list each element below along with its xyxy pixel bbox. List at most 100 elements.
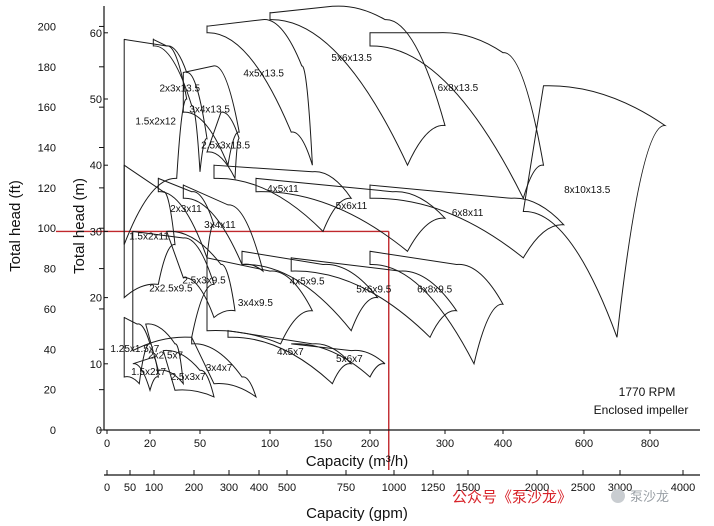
- zone-label-3x4x11: 3x4x11: [204, 220, 236, 231]
- x-m3h-tick-label: 100: [261, 438, 279, 450]
- x-gpm-tick-label: 500: [278, 482, 296, 494]
- zone-label-4x5x13-5: 4x5x13.5: [243, 69, 284, 80]
- zone-4x5x9-5: [241, 250, 379, 332]
- zone-8x10x13-5: [522, 85, 667, 338]
- zone-label-2x2-5x7: 2x2.5x7: [148, 351, 183, 362]
- zone-label-4x5x7: 4x5x7: [277, 347, 304, 358]
- zone-label-5x6x13-5: 5x6x13.5: [331, 53, 372, 64]
- zone-2-5x3x7: [162, 349, 215, 398]
- zone-1-5x2x11: [123, 164, 176, 299]
- zone-4x5x13-5: [206, 19, 313, 166]
- x-gpm-tick-label: 300: [220, 482, 238, 494]
- zone-2x3x11: [157, 177, 215, 259]
- zone-label-6x8x11: 6x8x11: [452, 208, 484, 219]
- zone-6x8x13-5: [369, 32, 545, 200]
- zone-2-5x3x9-5: [166, 230, 236, 319]
- y-ft-tick-label: 0: [50, 425, 56, 437]
- x-m3h-tick-label: 800: [641, 438, 659, 450]
- zone-label-2x3x13-5: 2x3x13.5: [160, 84, 201, 95]
- rpm-annotation: 1770 RPM: [619, 385, 676, 399]
- x-gpm-tick-label: 1250: [421, 482, 445, 494]
- x-m3h-tick-label: 0: [104, 438, 110, 450]
- zone-label-2x2-5x9-5: 2x2.5x9.5: [149, 283, 193, 294]
- x-gpm-tick-label: 2000: [525, 482, 549, 494]
- x-gpm-tick-label: 100: [145, 482, 163, 494]
- zone-3x4x9-5: [206, 257, 314, 345]
- y-left-axis-title: Total head (ft): [7, 180, 24, 272]
- zone-4x5x7: [227, 329, 353, 385]
- x-m3h-tick-label: 150: [314, 438, 332, 450]
- y-m-tick-label: 0: [96, 425, 102, 437]
- zone-6x8x9-5: [369, 250, 504, 366]
- zone-3x4x13-5: [182, 65, 240, 168]
- impeller-annotation: Enclosed impeller: [594, 403, 689, 417]
- watermark-brand: 泵沙龙: [512, 488, 557, 506]
- x-m3h-tick-label: 50: [194, 438, 206, 450]
- y-ft-tick-label: 100: [38, 223, 56, 235]
- zone-5x6x11: [255, 177, 447, 253]
- zone-label-6x8x9-5: 6x8x9.5: [417, 285, 452, 296]
- zone-label-4x5x11: 4x5x11: [267, 184, 299, 195]
- x-gpm-tick-label: 0: [104, 482, 110, 494]
- x-gpm-tick-label: 200: [185, 482, 203, 494]
- y-m-tick-label: 60: [90, 28, 102, 40]
- y-m-tick-label: 50: [90, 94, 102, 106]
- zone-label-3x4x7: 3x4x7: [206, 363, 233, 374]
- x-gpm-tick-label: 4000: [671, 482, 695, 494]
- y-ft-tick-label: 180: [38, 62, 56, 74]
- zone-6x8x11: [369, 184, 566, 259]
- zone-label-1-5x2x12: 1.5x2x12: [135, 117, 176, 128]
- zone-label-2x3x11: 2x3x11: [170, 204, 202, 215]
- zone-2x3x13-5: [152, 38, 208, 172]
- y-m-tick-label: 20: [90, 293, 102, 305]
- zone-1-25x1-5x7: [123, 316, 151, 385]
- zone-label-2-5x3x13-5: 2.5x3x13.5: [201, 140, 250, 151]
- x-axis-title-gpm: Capacity (gpm): [306, 505, 408, 522]
- x-m3h-tick-label: 300: [436, 438, 454, 450]
- x-gpm-tick-label: 400: [250, 482, 268, 494]
- x-gpm-tick-label: 2500: [571, 482, 595, 494]
- svg-text:公众号《泵沙龙》: 公众号《泵沙龙》: [452, 488, 572, 506]
- zone-label-5x6x7: 5x6x7: [336, 354, 363, 365]
- x-gpm-tick-label: 1000: [382, 482, 406, 494]
- zone-label-4x5x9-5: 4x5x9.5: [290, 277, 325, 288]
- y-ft-tick-label: 140: [38, 143, 56, 155]
- zone-label-2-5x3x7: 2.5x3x7: [171, 372, 206, 383]
- zone-5x6x7: [291, 343, 386, 378]
- x-m3h-tick-label: 20: [144, 438, 156, 450]
- y-ft-tick-label: 60: [44, 304, 56, 316]
- y-ft-tick-label: 20: [44, 385, 56, 397]
- y-ft-tick-label: 40: [44, 344, 56, 356]
- y-ft-tick-label: 160: [38, 102, 56, 114]
- zone-5x6x13-5: [269, 5, 446, 167]
- y-ft-tick-label: 80: [44, 264, 56, 276]
- zone-label-3x4x9-5: 3x4x9.5: [238, 298, 273, 309]
- y-m-tick-label: 10: [90, 359, 102, 371]
- wechat-icon: [611, 489, 625, 503]
- zone-2x2-5x7: [145, 323, 184, 386]
- y-m-tick-label: 30: [90, 226, 102, 238]
- zone-label-6x8x13-5: 6x8x13.5: [438, 83, 479, 94]
- zone-label-2-5x3x9-5: 2.5x3x9.5: [182, 275, 226, 286]
- x-gpm-tick-label: 1500: [456, 482, 480, 494]
- watermark-suffix: 》: [557, 488, 572, 506]
- zone-label-1-25x1-5x7: 1.25x1.5x7: [110, 344, 159, 355]
- y-right-axis-title: Total head (m): [71, 178, 88, 274]
- x-gpm-tick-label: 50: [124, 482, 136, 494]
- x-m3h-tick-label: 400: [494, 438, 512, 450]
- zone-2-5x3x13-5: [206, 111, 241, 181]
- zone-label-5x6x9-5: 5x6x9.5: [356, 285, 391, 296]
- zone-label-1-5x2x7: 1.5x2x7: [131, 367, 166, 378]
- y-ft-tick-label: 200: [38, 21, 56, 33]
- zone-label-3x4x13-5: 3x4x13.5: [189, 105, 230, 116]
- x-m3h-tick-label: 600: [575, 438, 593, 450]
- x-m3h-tick-label: 200: [361, 438, 379, 450]
- x-axis-title-m3h: Capacity (m³/h): [306, 453, 409, 470]
- zone-label-1-5x2x11: 1.5x2x11: [129, 232, 169, 243]
- zone-4x5x11: [213, 164, 353, 233]
- zone-label-8x10x13-5: 8x10x13.5: [564, 185, 611, 196]
- zone-5x6x9-5: [290, 257, 458, 339]
- zone-3x4x7: [191, 336, 257, 399]
- watermark-secondary: 泵沙龙: [630, 490, 669, 505]
